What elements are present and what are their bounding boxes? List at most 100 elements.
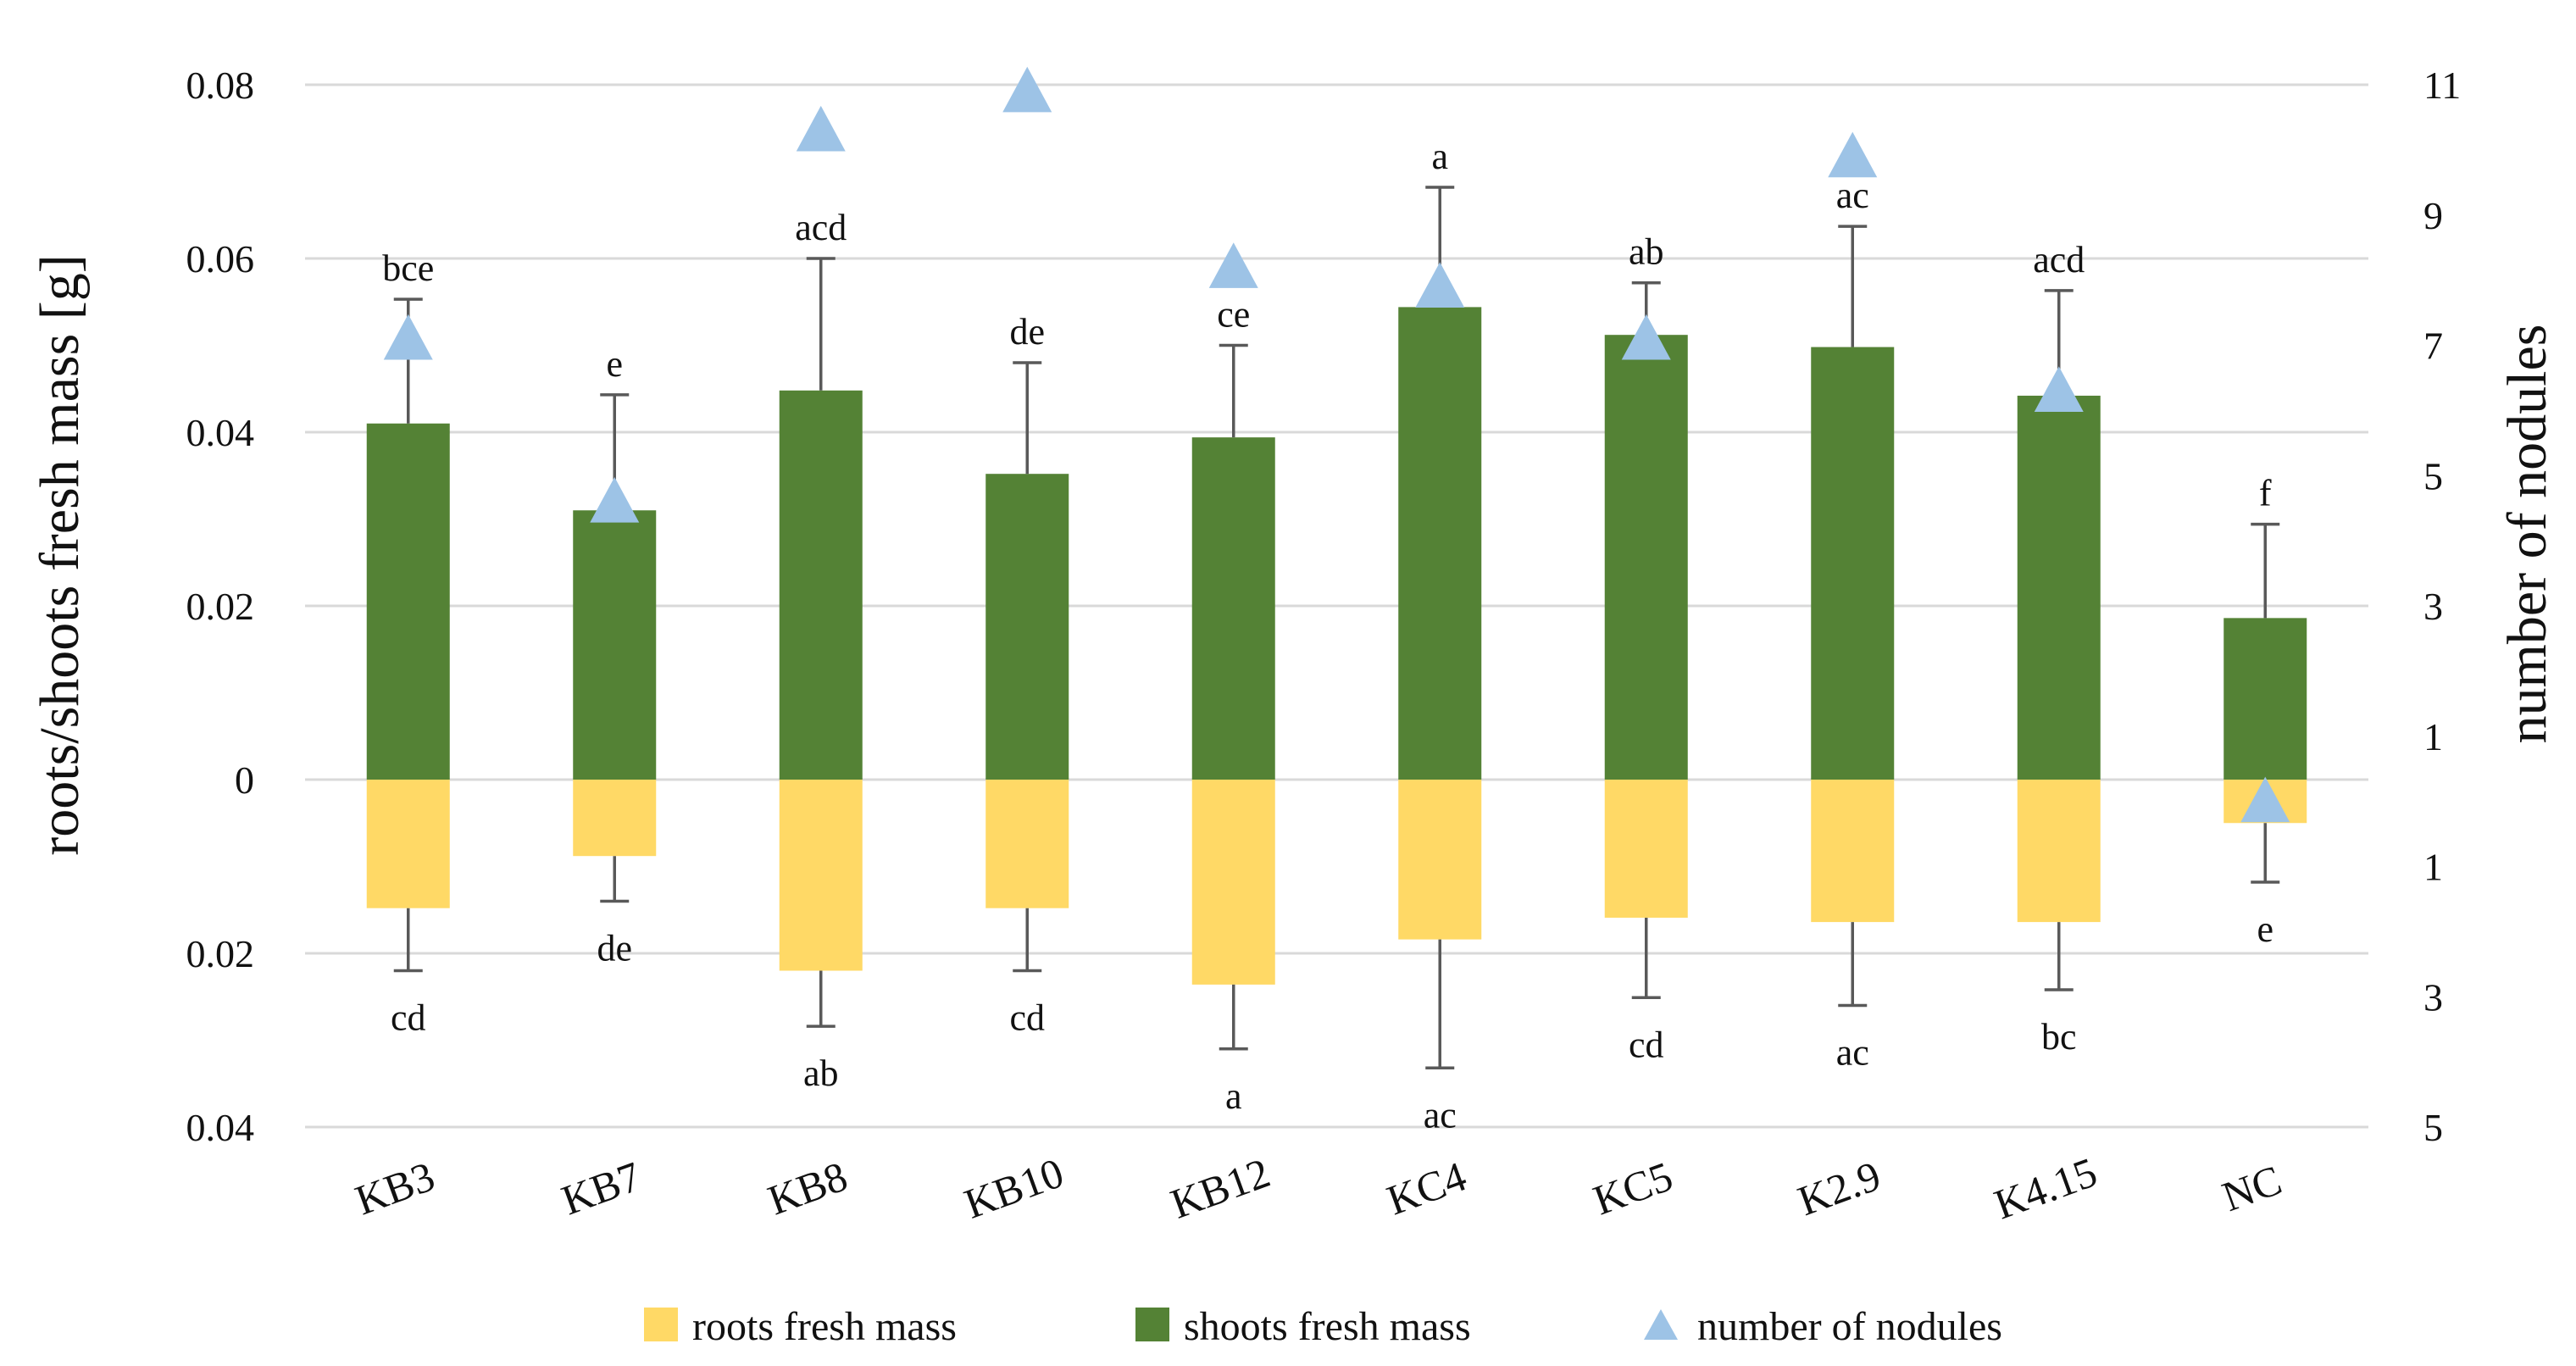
legend-roots-label: roots fresh mass [692,1304,957,1349]
legend: roots fresh mass shoots fresh mass numbe… [644,1304,2002,1349]
roots-error-bar [2251,823,2280,884]
roots-significance-letter: ac [1836,1032,1869,1074]
roots-significance-letter: bc [2041,1016,2077,1058]
left-tick-label: 0.06 [186,237,255,280]
roots-error-bar [1838,922,1868,1008]
nodules-marker [1828,131,1878,178]
roots-significance-letter: e [2257,908,2273,950]
shoots-error-bar [1013,361,1042,475]
roots-bar [985,780,1069,908]
right-tick-label: 11 [2423,64,2461,107]
shoots-error-bar [806,257,836,391]
shoots-error-bar [1219,343,1248,438]
shoots-error-bar [1838,225,1868,347]
roots-bar [1604,780,1688,918]
shoots-significance-letter: a [1431,136,1448,177]
x-tick-label: NC [2216,1156,2287,1220]
roots-error-bar [1425,939,1455,1070]
x-tick-label: KB7 [555,1152,647,1224]
roots-significance-letter: a [1225,1075,1242,1117]
nodules-marker [2034,366,2084,412]
shoots-significance-letter: acd [795,207,847,248]
left-tick-label: 0.02 [186,585,255,628]
roots-significance-letter: cd [1629,1024,1664,1065]
shoots-bar [2017,395,2101,780]
legend-shoots-label: shoots fresh mass [1184,1304,1471,1349]
shoots-bar [1191,437,1275,780]
right-axis-title: number of nodules [2496,325,2558,744]
shoots-significance-letter: bce [382,247,434,289]
roots-error-bar [393,908,423,973]
nodules-marker [383,314,433,360]
significance-letters: bce cd e de acd ab de cd ce a a ac ab cd ac ac acd bc f e [382,136,2273,1136]
shoots-bar [779,390,863,780]
shoots-significance-letter: de [1009,311,1045,353]
shoots-significance-letter: e [606,343,623,385]
right-tick-label: 5 [2423,454,2443,497]
shoots-bar [985,474,1069,780]
roots-error-bar [806,970,836,1028]
shoots-bar [1604,335,1688,780]
roots-error-bar [600,856,630,903]
right-tick-label: 3 [2423,585,2443,628]
shoots-bar [2223,618,2307,780]
roots-significance-letter: cd [391,997,426,1039]
shoots-bar [1398,307,1482,780]
shoots-error-bar [2251,522,2280,619]
right-tick-label: 3 [2423,975,2443,1019]
legend-nodules-marker [1644,1309,1678,1340]
roots-significance-letter: ac [1424,1094,1457,1136]
left-tick-label: 0.02 [186,932,255,975]
roots-error-bar [1219,984,1248,1051]
shoots-significance-letter: ab [1629,231,1664,273]
roots-significance-letter: cd [1009,997,1045,1039]
legend-nodules-label: number of nodules [1697,1304,2002,1349]
nodules-marker [1621,314,1671,360]
roots-significance-letter: de [597,928,632,969]
x-tick-label: KB12 [1164,1148,1275,1227]
right-tick-label: 9 [2423,194,2443,237]
x-axis-ticks: KB3 KB7 KB8 KB10 KB12 KC4 KC5 K2.9 K4.15 NC [349,1148,2288,1229]
nodules-marker [590,477,640,523]
shoots-bar [1811,347,1895,780]
right-tick-label: 7 [2423,325,2443,368]
nodules-marker [1002,66,1052,113]
roots-error-bar [1631,917,1661,1000]
roots-error-bar [1013,908,1042,973]
nodules-marker [1415,262,1465,308]
nodules-marker [1208,242,1258,288]
roots-bar [366,780,450,908]
shoots-significance-letter: ce [1217,294,1250,336]
x-tick-label: KB3 [349,1152,441,1224]
roots-bar [2017,780,2101,923]
left-tick-label: 0.04 [186,411,255,454]
x-tick-label: KB8 [762,1152,853,1224]
x-tick-label: KB10 [958,1148,1069,1227]
shoots-significance-letter: acd [2033,239,2085,280]
shoots-significance-letter: f [2259,473,2272,514]
roots-bar [779,780,863,971]
shoots-bar [366,423,450,780]
shoots-bar [573,510,657,780]
roots-error-bar [2044,922,2074,991]
nodule-markers [383,66,2290,823]
roots-significance-letter: ab [803,1052,839,1094]
left-axis-ticks: 0.08 0.06 0.04 0.02 0 0.02 0.04 [186,64,255,1149]
nodules-marker [796,105,846,152]
left-tick-label: 0.08 [186,64,255,107]
roots-bar [1191,780,1275,985]
left-tick-label: 0 [235,758,254,802]
error-bars [393,186,2280,1070]
shoots-significance-letter: ac [1836,175,1869,216]
legend-roots-swatch [644,1308,678,1341]
roots-bar [1398,780,1482,940]
right-tick-label: 5 [2423,1106,2443,1149]
right-tick-label: 1 [2423,715,2443,758]
x-tick-label: K4.15 [1988,1148,2102,1229]
roots-bar [573,780,657,857]
x-tick-label: KC4 [1380,1152,1472,1224]
left-tick-label: 0.04 [186,1106,255,1149]
nodules-marker [2240,776,2290,823]
